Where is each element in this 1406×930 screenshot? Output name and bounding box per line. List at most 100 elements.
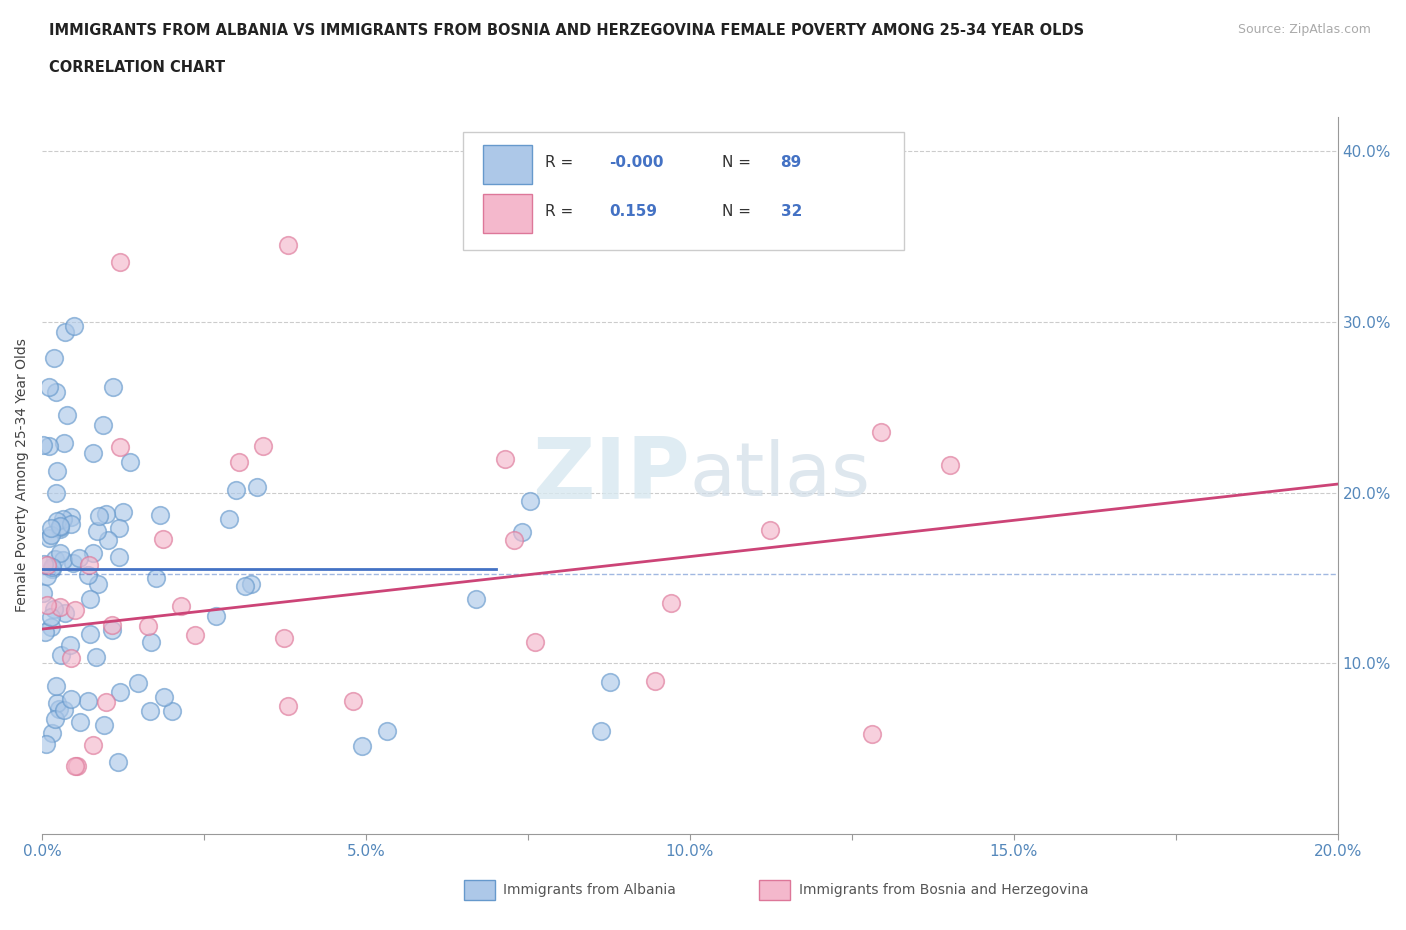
Point: [101, 618, 124, 632]
Point: [644, 673, 666, 688]
Point: [86, 524, 108, 538]
Point: [46, 514, 69, 529]
Point: [32, 556, 55, 571]
Point: [494, 452, 516, 467]
Text: ZIP: ZIP: [531, 434, 690, 517]
Point: [41, 561, 63, 576]
Point: [149, 508, 172, 523]
Text: R =: R =: [546, 155, 578, 170]
Point: [62, 318, 84, 333]
Point: [76, 694, 98, 709]
Point: [48, 600, 70, 615]
Point: [465, 591, 488, 606]
Point: [44, 711, 66, 726]
Point: [108, 255, 131, 270]
Point: [108, 439, 131, 454]
Point: [225, 483, 247, 498]
Point: [860, 727, 883, 742]
Point: [94, 695, 117, 710]
Point: [39, 619, 62, 634]
Point: [79, 627, 101, 642]
Point: [145, 570, 167, 585]
Point: [44, 551, 66, 566]
Point: [107, 755, 129, 770]
Point: [38, 438, 60, 453]
Point: [108, 550, 131, 565]
Point: [240, 577, 263, 591]
Point: [97, 533, 120, 548]
Point: [82, 737, 104, 752]
Point: [138, 618, 160, 633]
Point: [63, 602, 86, 617]
Point: [160, 703, 183, 718]
Text: Source: ZipAtlas.com: Source: ZipAtlas.com: [1237, 23, 1371, 36]
Point: [32, 586, 55, 601]
Point: [758, 522, 780, 537]
Point: [52, 703, 75, 718]
Point: [35, 737, 58, 751]
Point: [277, 238, 299, 253]
Text: 0.159: 0.159: [610, 204, 658, 219]
Text: N =: N =: [723, 155, 756, 170]
Point: [77, 567, 100, 582]
Point: [60, 510, 83, 525]
Point: [79, 592, 101, 607]
Point: [503, 533, 526, 548]
Point: [100, 622, 122, 637]
Y-axis label: Female Poverty Among 25-34 Year Olds: Female Poverty Among 25-34 Year Olds: [15, 339, 30, 613]
Point: [342, 693, 364, 708]
Text: CORRELATION CHART: CORRELATION CHART: [49, 60, 225, 75]
Point: [49, 521, 72, 536]
Point: [599, 674, 621, 689]
Point: [39, 609, 62, 624]
Point: [510, 525, 533, 539]
Point: [53, 605, 76, 620]
Point: [38, 380, 60, 395]
Text: R =: R =: [546, 204, 578, 219]
Point: [87, 576, 110, 591]
Point: [66, 758, 89, 773]
Point: [218, 512, 240, 526]
Point: [94, 507, 117, 522]
Point: [659, 595, 682, 610]
Point: [46, 695, 69, 710]
Point: [110, 684, 132, 699]
Point: [60, 516, 83, 531]
Point: [37, 568, 59, 583]
Point: [48, 701, 70, 716]
Text: Immigrants from Albania: Immigrants from Albania: [503, 883, 676, 897]
Point: [87, 509, 110, 524]
Point: [45, 485, 67, 500]
Text: -0.000: -0.000: [610, 155, 664, 170]
FancyBboxPatch shape: [463, 132, 904, 250]
Point: [42, 351, 65, 365]
Text: atlas: atlas: [690, 439, 870, 512]
Point: [233, 579, 256, 594]
Point: [46, 464, 69, 479]
Point: [101, 379, 124, 394]
Point: [93, 418, 115, 432]
Bar: [482, 145, 531, 184]
Point: [41, 559, 63, 574]
Point: [52, 512, 75, 527]
Text: 32: 32: [780, 204, 801, 219]
Point: [352, 738, 374, 753]
Point: [53, 435, 76, 450]
Point: [184, 628, 207, 643]
Point: [205, 608, 228, 623]
Point: [375, 724, 398, 738]
Point: [77, 557, 100, 572]
Point: [52, 552, 75, 567]
Point: [69, 714, 91, 729]
Point: [869, 424, 891, 439]
Point: [153, 689, 176, 704]
Point: [60, 692, 83, 707]
Point: [273, 631, 295, 645]
Point: [252, 439, 274, 454]
Point: [120, 455, 142, 470]
Point: [41, 521, 63, 536]
Point: [49, 519, 72, 534]
Point: [56, 407, 79, 422]
Point: [84, 649, 107, 664]
Point: [82, 545, 104, 560]
